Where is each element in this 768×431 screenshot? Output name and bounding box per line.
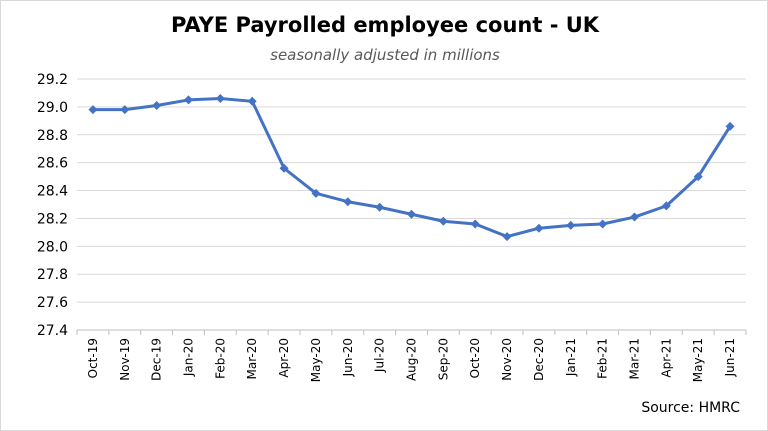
x-tick-label: Oct-19: [86, 338, 100, 378]
x-tick-label: Mar-21: [628, 338, 642, 379]
y-tick-label: 27.4: [37, 323, 68, 339]
y-tick-label: 28.8: [37, 128, 68, 144]
x-tick-label: Feb-20: [213, 338, 227, 379]
x-tick-label: Mar-20: [245, 338, 259, 379]
data-point: [438, 216, 448, 226]
y-tick-label: 29.2: [37, 72, 68, 88]
x-tick-label: Apr-21: [659, 338, 673, 378]
x-tick-label: Jun-20: [341, 338, 355, 377]
data-point: [598, 219, 608, 229]
x-tick-label: Dec-20: [532, 338, 546, 381]
x-axis-ticks: Oct-19 Nov-19 Dec-19 Jan-20 Feb-20 Mar-20 Apr-…: [86, 338, 737, 382]
y-tick-label: 27.6: [37, 295, 68, 311]
x-tick-label: Jan-21: [564, 338, 578, 377]
y-tick-label: 28.0: [37, 239, 68, 255]
x-tick-label: Jul-20: [373, 338, 387, 373]
data-point: [215, 94, 225, 104]
x-tick-label: Oct-20: [468, 338, 482, 378]
chart-source: Source: HMRC: [641, 400, 740, 416]
data-point: [534, 223, 544, 233]
y-axis-ticks: 27.4 27.6 27.8 28.0 28.2 28.4 28.6 28.8 29.0 29.2: [37, 72, 68, 339]
grid: [77, 78, 746, 303]
x-tick-label: May-20: [309, 338, 323, 382]
data-point: [152, 100, 162, 110]
data-point: [184, 95, 193, 105]
data-point: [661, 201, 671, 211]
y-tick-label: 29.0: [37, 100, 68, 116]
y-tick-label: 27.8: [37, 267, 68, 283]
x-tick-label: Jun-21: [723, 338, 737, 377]
y-tick-label: 28.4: [37, 184, 68, 200]
x-tick-label: Jan-20: [182, 338, 196, 377]
axes: [76, 329, 747, 335]
data-point: [470, 219, 480, 229]
x-tick-label: Feb-21: [596, 338, 610, 379]
data-point: [407, 209, 416, 219]
chart-title: PAYE Payrolled employee count - UK: [170, 13, 600, 37]
x-tick-label: Nov-19: [118, 338, 132, 381]
data-point: [120, 105, 130, 115]
x-tick-label: Dec-19: [150, 338, 164, 381]
data-point: [88, 105, 98, 115]
data-point: [693, 172, 703, 182]
x-tick-label: Apr-20: [277, 338, 291, 378]
x-tick-label: May-21: [691, 338, 705, 382]
data-point: [279, 163, 289, 173]
x-tick-label: Nov-20: [500, 338, 514, 381]
data-point: [502, 232, 512, 242]
x-tick-label: Sep-20: [436, 338, 450, 380]
data-point: [247, 96, 257, 106]
series: [88, 94, 735, 242]
data-point: [343, 197, 353, 207]
data-point: [630, 212, 639, 222]
y-tick-label: 28.6: [37, 156, 68, 172]
data-point: [566, 220, 576, 230]
data-point: [725, 121, 735, 131]
x-tick-label: Aug-20: [405, 338, 419, 381]
chart-subtitle: seasonally adjusted in millions: [270, 46, 500, 64]
data-point: [311, 188, 321, 198]
y-tick-label: 28.2: [37, 211, 68, 227]
data-point: [375, 202, 385, 212]
